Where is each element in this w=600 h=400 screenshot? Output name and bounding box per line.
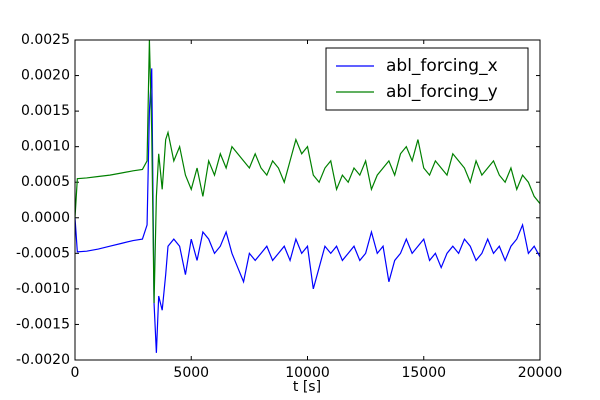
- legend-box: [325, 47, 529, 111]
- line-series: [75, 68, 540, 353]
- y-tick-label: 0.0000: [21, 210, 70, 226]
- x-tick-label: 15000: [401, 365, 446, 381]
- y-tick-label: -0.0010: [16, 281, 70, 297]
- y-tick-label: -0.0015: [16, 316, 70, 332]
- y-tick-label: 0.0010: [21, 139, 70, 155]
- y-tick-label: -0.0005: [16, 245, 70, 261]
- x-tick-label: 10000: [285, 365, 330, 381]
- x-tick-label: 0: [71, 365, 80, 381]
- y-tick-label: 0.0005: [21, 174, 70, 190]
- legend-label: abl_forcing_y: [386, 82, 498, 102]
- y-tick-label: -0.0020: [16, 352, 70, 368]
- x-tick-label: 5000: [173, 365, 209, 381]
- legend-label: abl_forcing_x: [386, 56, 498, 76]
- plot-frame: [74, 39, 541, 361]
- x-axis-label: t [s]: [293, 379, 321, 395]
- y-tick-label: 0.0015: [21, 103, 70, 119]
- line-series: [75, 40, 540, 304]
- y-tick-label: 0.0020: [21, 68, 70, 84]
- x-tick-label: 20000: [518, 365, 563, 381]
- y-tick-label: 0.0025: [21, 32, 70, 48]
